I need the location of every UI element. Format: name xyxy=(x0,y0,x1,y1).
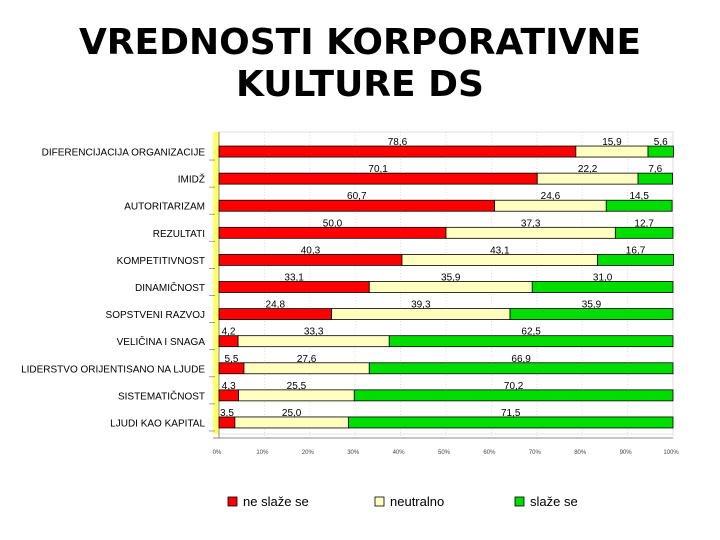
title-line-2: KULTURE DS xyxy=(236,64,484,105)
category-label-rezultati: REZULTATI xyxy=(153,229,205,240)
data-label-ne-slaze-se-liderstvo-orijentisano-na-ljude: 5,5 xyxy=(225,354,239,365)
bar-slaze-se-autoritarizam xyxy=(605,199,673,212)
bar-slaze-se-imidz xyxy=(637,172,673,185)
legend-label-neutralno: neutralno xyxy=(390,494,444,509)
data-label-slaze-se-ljudi-kao-kapital: 71,5 xyxy=(501,408,521,419)
bar-slaze-se-rezultati xyxy=(614,226,674,239)
plot-side-wall xyxy=(213,132,219,434)
category-label-ljudi-kao-kapital: LJUDI KAO KAPITAL xyxy=(110,418,205,429)
data-label-slaze-se-diferencijacija-organizacije: 5,6 xyxy=(654,137,668,148)
data-label-ne-slaze-se-imidz: 70,1 xyxy=(368,164,388,175)
x-tick-label: 100% xyxy=(663,450,679,456)
category-label-autoritarizam: AUTORITARIZAM xyxy=(124,202,205,213)
x-tick-label: 10% xyxy=(256,450,269,456)
page-title: VREDNOSTI KORPORATIVNE KULTURE DS xyxy=(0,22,720,106)
x-tick-label: 60% xyxy=(483,450,496,456)
data-label-ne-slaze-se-sopstveni-razvoj: 24,8 xyxy=(266,300,286,311)
legend-swatch-neutralno xyxy=(374,496,385,507)
bar-slaze-se-kompetitivnost xyxy=(597,254,674,266)
category-label-diferencijacija-organizacije: DIFERENCIJACIJA ORGANIZACIJE xyxy=(42,148,206,159)
data-label-ne-slaze-se-rezultati: 50,0 xyxy=(323,218,343,229)
bar-slaze-se-diferencijacija-organizacije xyxy=(647,145,674,158)
data-label-neutralno-diferencijacija-organizacije: 15,9 xyxy=(602,137,622,148)
category-label-imidz: IMIDŽ xyxy=(178,173,205,186)
data-label-slaze-se-sistematicnost: 70,2 xyxy=(504,381,524,392)
category-label-sopstveni-razvoj: SOPSTVENI RAZVOJ xyxy=(106,310,205,321)
data-label-neutralno-imidz: 22,2 xyxy=(578,164,598,175)
x-tick-label: 50% xyxy=(438,450,451,456)
data-label-slaze-se-dinamicnost: 31,0 xyxy=(593,273,613,284)
data-label-neutralno-ljudi-kao-kapital: 25,0 xyxy=(282,408,302,419)
data-label-neutralno-sistematicnost: 25,5 xyxy=(287,381,307,392)
data-label-slaze-se-sopstveni-razvoj: 35,9 xyxy=(582,300,602,311)
data-label-slaze-se-rezultati: 12,7 xyxy=(634,218,654,229)
data-label-neutralno-dinamicnost: 35,9 xyxy=(441,273,461,284)
data-label-ne-slaze-se-sistematicnost: 4,3 xyxy=(222,381,236,392)
data-label-slaze-se-autoritarizam: 14,5 xyxy=(629,191,649,202)
x-tick-label: 30% xyxy=(347,450,360,456)
data-label-ne-slaze-se-kompetitivnost: 40,3 xyxy=(301,245,321,256)
data-label-ne-slaze-se-autoritarizam: 60,7 xyxy=(347,191,367,202)
data-label-slaze-se-liderstvo-orijentisano-na-ljude: 66,9 xyxy=(511,354,531,365)
title-line-1: VREDNOSTI KORPORATIVNE xyxy=(78,22,642,63)
legend-label-slaze-se: slaže se xyxy=(530,494,578,509)
legend-label-ne-slaze-se: ne slaže se xyxy=(243,494,309,509)
data-label-neutralno-liderstvo-orijentisano-na-ljude: 27,6 xyxy=(297,354,317,365)
legend-swatch-ne-slaze-se xyxy=(227,496,238,507)
category-label-sistematicnost: SISTEMATIČNOST xyxy=(118,389,205,402)
bar-slaze-se-sistematicnost xyxy=(353,389,674,402)
data-label-neutralno-kompetitivnost: 43,1 xyxy=(490,245,510,256)
x-tick-label: 0% xyxy=(213,450,222,456)
x-tick-label: 20% xyxy=(302,450,315,456)
bar-slaze-se-liderstvo-orijentisano-na-ljude xyxy=(368,362,674,375)
data-label-slaze-se-kompetitivnost: 16,7 xyxy=(626,245,646,256)
data-label-ne-slaze-se-velicina-i-snaga: 4,2 xyxy=(222,327,236,338)
bar-slaze-se-sopstveni-razvoj xyxy=(509,308,674,320)
data-label-slaze-se-imidz: 7,6 xyxy=(648,164,662,175)
x-tick-label: 90% xyxy=(620,450,633,456)
x-tick-label: 70% xyxy=(529,450,542,456)
x-tick-label: 80% xyxy=(574,450,587,456)
data-label-ne-slaze-se-dinamicnost: 33,1 xyxy=(284,273,304,284)
data-label-ne-slaze-se-ljudi-kao-kapital: 3,5 xyxy=(220,408,234,419)
bar-slaze-se-velicina-i-snaga xyxy=(388,335,674,348)
data-label-neutralno-rezultati: 37,3 xyxy=(521,218,541,229)
category-label-liderstvo-orijentisano-na-ljude: LIDERSTVO ORIJENTISANO NA LJUDE xyxy=(21,364,205,375)
legend-swatch-slaze-se xyxy=(514,496,525,507)
data-label-neutralno-sopstveni-razvoj: 39,3 xyxy=(411,300,431,311)
data-label-ne-slaze-se-diferencijacija-organizacije: 78,6 xyxy=(388,137,408,148)
x-tick-label: 40% xyxy=(393,450,406,456)
category-label-velicina-i-snaga: VELIČINA I SNAGA xyxy=(117,335,206,348)
category-label-dinamicnost: DINAMIČNOST xyxy=(135,281,205,294)
bar-slaze-se-dinamicnost xyxy=(531,281,674,293)
data-label-slaze-se-velicina-i-snaga: 62,5 xyxy=(521,327,541,338)
data-label-neutralno-autoritarizam: 24,6 xyxy=(541,191,561,202)
data-label-neutralno-velicina-i-snaga: 33,3 xyxy=(304,327,324,338)
category-label-kompetitivnost: KOMPETITIVNOST xyxy=(117,256,205,267)
bar-slaze-se-ljudi-kao-kapital xyxy=(347,416,674,429)
